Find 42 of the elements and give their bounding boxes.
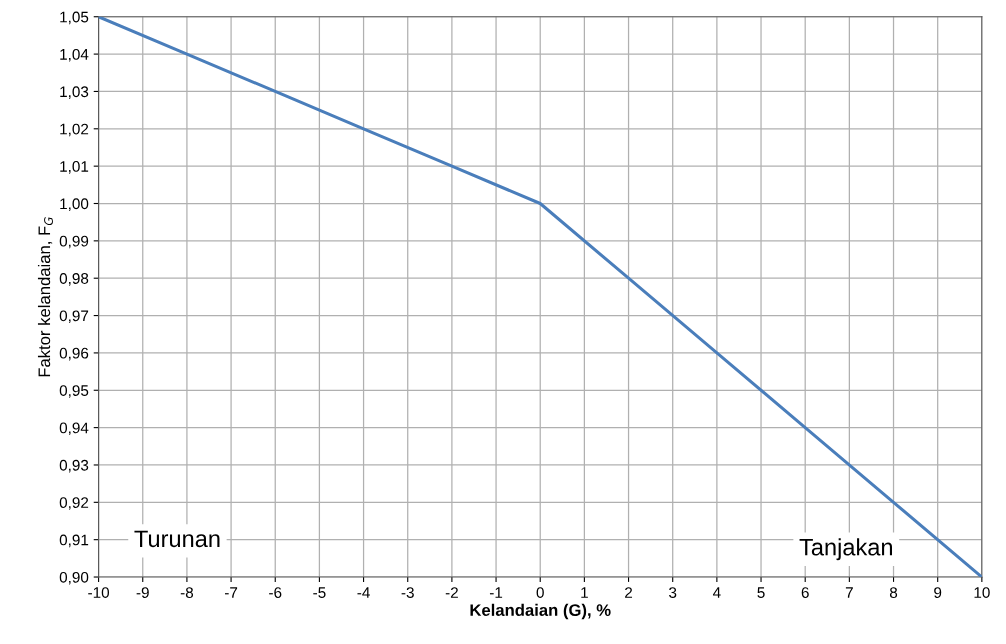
x-tick-label: 3 bbox=[669, 587, 677, 598]
line-series bbox=[98, 16, 982, 578]
x-tick-label: 10 bbox=[974, 587, 990, 598]
x-tick-label: 7 bbox=[845, 587, 853, 598]
x-tick-label: -10 bbox=[88, 587, 110, 598]
x-tick-label: 9 bbox=[934, 587, 942, 598]
y-tick-label: 0,90 bbox=[59, 571, 89, 585]
y-tick-label: 0,93 bbox=[59, 459, 89, 473]
x-tick-label: 5 bbox=[757, 587, 765, 598]
y-tick-label: 1,04 bbox=[60, 48, 89, 62]
x-tick-label: -3 bbox=[401, 587, 414, 598]
x-tick-label: 6 bbox=[801, 587, 809, 598]
x-tick-label: -9 bbox=[136, 587, 149, 598]
y-tick-label: 1,01 bbox=[60, 161, 89, 174]
y-tick-label: 1,00 bbox=[60, 198, 89, 211]
x-tick-label: -6 bbox=[269, 587, 282, 598]
y-tick-label: 1,02 bbox=[60, 123, 89, 137]
y-tick-label: 0,98 bbox=[59, 273, 89, 286]
x-tick-label: 0 bbox=[536, 587, 544, 598]
x-tick-label: -8 bbox=[180, 587, 194, 598]
x-tick-label: -5 bbox=[313, 587, 326, 598]
x-tick-label: 4 bbox=[712, 587, 721, 598]
y-tick-label: 0,99 bbox=[59, 235, 89, 249]
x-axis-title: Kelandaian (G), % bbox=[470, 603, 611, 620]
x-tick-label: -4 bbox=[357, 587, 370, 598]
x-tick-label: -2 bbox=[445, 587, 458, 598]
y-tick-label: 0,97 bbox=[59, 310, 89, 324]
y-tick-label: 1,05 bbox=[60, 11, 89, 25]
y-axis-title: Faktor kelandaian, F$_{G}$ bbox=[37, 217, 53, 377]
x-tick-label: 1 bbox=[581, 587, 588, 598]
y-tick-label: 0,91 bbox=[59, 534, 89, 548]
y-tick-label: 0,92 bbox=[59, 497, 89, 510]
annotation: Turunan bbox=[134, 530, 220, 548]
annotation: Tanjakan bbox=[799, 538, 892, 561]
y-tick-label: 0,94 bbox=[59, 422, 89, 436]
x-tick-label: -1 bbox=[489, 587, 503, 598]
x-tick-label: -7 bbox=[224, 587, 238, 598]
x-tick-label: 8 bbox=[889, 587, 898, 598]
y-tick-label: 0,96 bbox=[59, 347, 89, 361]
y-tick-label: 1,03 bbox=[60, 86, 89, 99]
x-tick-label: 2 bbox=[625, 587, 633, 598]
y-tick-label: 0,95 bbox=[59, 385, 89, 398]
